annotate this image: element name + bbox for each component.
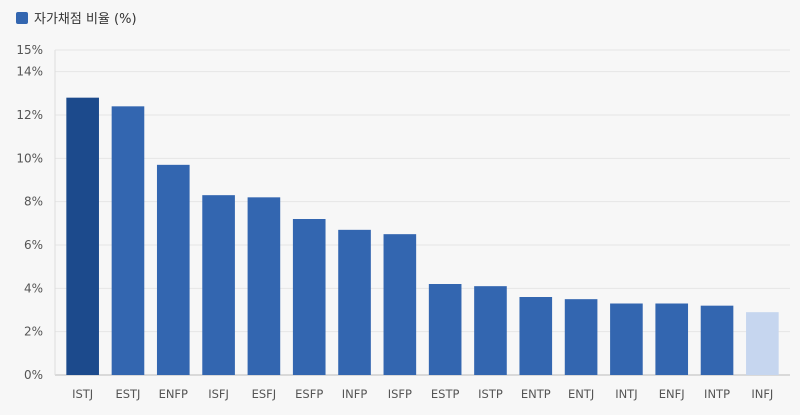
bar-intj (610, 303, 643, 375)
y-tick-label: 8% (24, 195, 43, 209)
bar-esfp (292, 219, 326, 375)
y-tick-label: 0% (24, 368, 43, 382)
legend-swatch (16, 12, 28, 24)
bar-estp (428, 284, 462, 375)
legend: 자가채점 비율 (%) (16, 12, 137, 27)
y-tick-label: 4% (24, 281, 43, 295)
x-axis: ISTJ ESTJ ENFP ISFJ ESFJ ESFP INFP ISFP ESTP ISTP… (72, 387, 773, 401)
bar-istp (474, 286, 507, 375)
x-tick-label: INTJ (615, 387, 637, 401)
bar-entj (564, 299, 598, 375)
bar-isfj (202, 195, 235, 375)
bar-istj (66, 97, 99, 376)
x-tick-label: ESFJ (252, 387, 277, 401)
y-tick-label: 10% (16, 151, 43, 165)
bar-infp (338, 229, 371, 375)
y-tick-label: 2% (24, 325, 43, 339)
bar-estj (111, 106, 145, 375)
x-tick-label: ENFJ (659, 387, 685, 401)
bar-enfp (156, 164, 190, 375)
x-tick-label: ENFP (159, 387, 188, 401)
bar-esfj (247, 197, 281, 375)
x-tick-label: ISFJ (208, 387, 229, 401)
x-tick-label: ISTJ (72, 387, 93, 401)
y-tick-label: 15% (16, 43, 43, 57)
x-tick-label: ENTP (521, 387, 551, 401)
x-tick-label: INFP (342, 387, 368, 401)
bar-entp (519, 297, 553, 375)
x-tick-label: ENTJ (568, 387, 594, 401)
bar-infj (746, 312, 779, 375)
bars (66, 97, 779, 376)
y-tick-label: 14% (16, 65, 43, 79)
legend-label: 자가채점 비율 (%) (34, 12, 137, 27)
x-tick-label: ISTP (478, 387, 503, 401)
x-tick-label: INFJ (751, 387, 773, 401)
x-tick-label: INTP (704, 387, 730, 401)
bar-enfj (655, 303, 689, 375)
x-tick-label: ESTJ (115, 387, 140, 401)
x-tick-label: ESFP (295, 387, 323, 401)
y-axis: 0% 2% 4% 6% 8% 10% 12% 14% 15% (16, 43, 56, 382)
y-tick-label: 12% (16, 108, 43, 122)
y-tick-label: 6% (24, 238, 43, 252)
x-tick-label: ESTP (431, 387, 460, 401)
bar-isfp (383, 234, 417, 375)
bar-intp (700, 305, 734, 375)
x-tick-label: ISFP (388, 387, 412, 401)
